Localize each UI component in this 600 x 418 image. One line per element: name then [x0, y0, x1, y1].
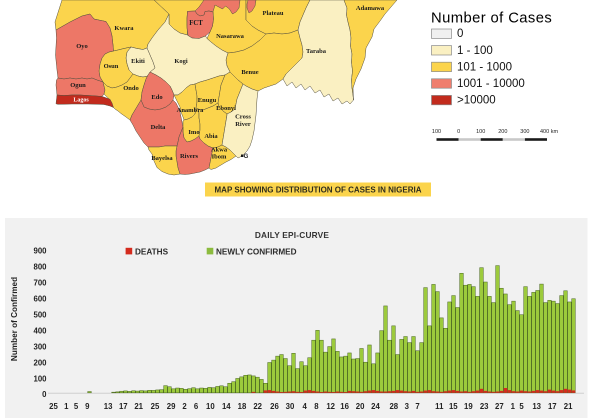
svg-text:400: 400 [33, 326, 47, 335]
svg-text:500: 500 [33, 311, 47, 320]
svg-text:River: River [235, 121, 251, 128]
svg-text:DAILY EPI-CURVE: DAILY EPI-CURVE [255, 230, 330, 240]
svg-text:6: 6 [194, 402, 199, 411]
svg-text:Taraba: Taraba [306, 48, 327, 55]
svg-text:Edo: Edo [151, 94, 162, 101]
svg-text:29: 29 [167, 402, 176, 411]
svg-text:27: 27 [495, 402, 504, 411]
svg-text:13: 13 [532, 402, 541, 411]
svg-text:Benue: Benue [241, 69, 258, 76]
svg-text:G: G [244, 154, 249, 160]
svg-text:25: 25 [151, 402, 160, 411]
svg-text:Abia: Abia [204, 133, 218, 140]
svg-text:15: 15 [449, 402, 458, 411]
svg-text:5: 5 [519, 402, 524, 411]
svg-text:Lagos: Lagos [73, 98, 89, 104]
svg-text:0: 0 [457, 129, 460, 135]
svg-text:Delta: Delta [151, 124, 167, 131]
svg-text:24: 24 [371, 402, 380, 411]
svg-text:1 - 100: 1 - 100 [457, 45, 493, 57]
svg-text:Osun: Osun [104, 63, 119, 70]
svg-text:MAP SHOWING DISTRIBUTION OF CA: MAP SHOWING DISTRIBUTION OF CASES IN NIG… [215, 186, 422, 195]
svg-text:20: 20 [356, 402, 365, 411]
svg-text:700: 700 [33, 279, 47, 288]
svg-text:Imo: Imo [188, 129, 199, 136]
svg-text:7: 7 [415, 402, 419, 411]
svg-text:Kogi: Kogi [174, 58, 188, 65]
svg-text:200: 200 [33, 358, 47, 367]
svg-text:19: 19 [464, 402, 473, 411]
svg-text:FCT: FCT [189, 20, 203, 27]
svg-text:800: 800 [33, 263, 47, 272]
svg-text:>10000: >10000 [457, 95, 496, 107]
svg-text:Ekiti: Ekiti [131, 58, 145, 65]
svg-text:17: 17 [119, 402, 128, 411]
svg-text:900: 900 [33, 247, 47, 256]
svg-text:Bayelsa: Bayelsa [151, 155, 173, 162]
svg-text:23: 23 [480, 402, 489, 411]
svg-text:400 km: 400 km [540, 129, 558, 135]
svg-text:0: 0 [42, 390, 47, 399]
svg-text:Nasarawa: Nasarawa [216, 33, 245, 40]
svg-text:Number of Cases: Number of Cases [431, 11, 552, 27]
svg-text:Oyo: Oyo [76, 43, 88, 50]
svg-text:26: 26 [270, 402, 279, 411]
svg-text:Ibom: Ibom [212, 154, 227, 161]
svg-text:13: 13 [104, 402, 113, 411]
svg-text:28: 28 [389, 402, 398, 411]
svg-text:101 - 1000: 101 - 1000 [457, 61, 512, 73]
svg-text:2: 2 [182, 402, 187, 411]
svg-text:17: 17 [548, 402, 557, 411]
svg-text:200: 200 [498, 129, 507, 135]
svg-text:NEWLY CONFIRMED: NEWLY CONFIRMED [216, 247, 297, 256]
svg-text:Kwara: Kwara [114, 25, 134, 32]
svg-text:21: 21 [564, 402, 573, 411]
svg-text:Enugu: Enugu [198, 97, 217, 104]
svg-text:1: 1 [511, 402, 516, 411]
svg-text:DEATHS: DEATHS [135, 247, 169, 256]
svg-text:Akwa: Akwa [211, 147, 228, 154]
svg-text:18: 18 [238, 402, 247, 411]
svg-text:30: 30 [286, 402, 295, 411]
svg-text:Rivers: Rivers [180, 153, 199, 160]
svg-text:4: 4 [303, 402, 308, 411]
svg-text:5: 5 [74, 402, 79, 411]
svg-text:600: 600 [33, 295, 47, 304]
svg-text:100: 100 [432, 129, 441, 135]
svg-text:0: 0 [457, 28, 463, 40]
svg-text:100: 100 [476, 129, 485, 135]
svg-text:9: 9 [85, 402, 90, 411]
svg-text:16: 16 [340, 402, 349, 411]
svg-text:22: 22 [253, 402, 262, 411]
svg-text:100: 100 [33, 374, 47, 383]
svg-text:25: 25 [49, 402, 58, 411]
svg-text:1: 1 [64, 402, 69, 411]
svg-text:1001 - 10000: 1001 - 10000 [457, 78, 525, 90]
svg-text:300: 300 [520, 129, 529, 135]
svg-text:12: 12 [326, 402, 335, 411]
svg-text:11: 11 [435, 402, 444, 411]
svg-text:Ebonyi: Ebonyi [216, 105, 236, 112]
svg-text:14: 14 [222, 402, 231, 411]
svg-text:Cross: Cross [235, 114, 251, 121]
svg-text:300: 300 [33, 342, 47, 351]
svg-text:Ondo: Ondo [123, 85, 139, 92]
svg-text:10: 10 [206, 402, 215, 411]
svg-text:Ogun: Ogun [70, 82, 86, 89]
svg-text:8: 8 [314, 402, 319, 411]
svg-text:Adamawa: Adamawa [356, 5, 385, 12]
svg-text:Plateau: Plateau [263, 10, 284, 17]
svg-text:Anambra: Anambra [177, 107, 204, 114]
svg-text:3: 3 [405, 402, 410, 411]
svg-text:21: 21 [134, 402, 143, 411]
svg-text:Number of Confirmed: Number of Confirmed [10, 277, 19, 361]
